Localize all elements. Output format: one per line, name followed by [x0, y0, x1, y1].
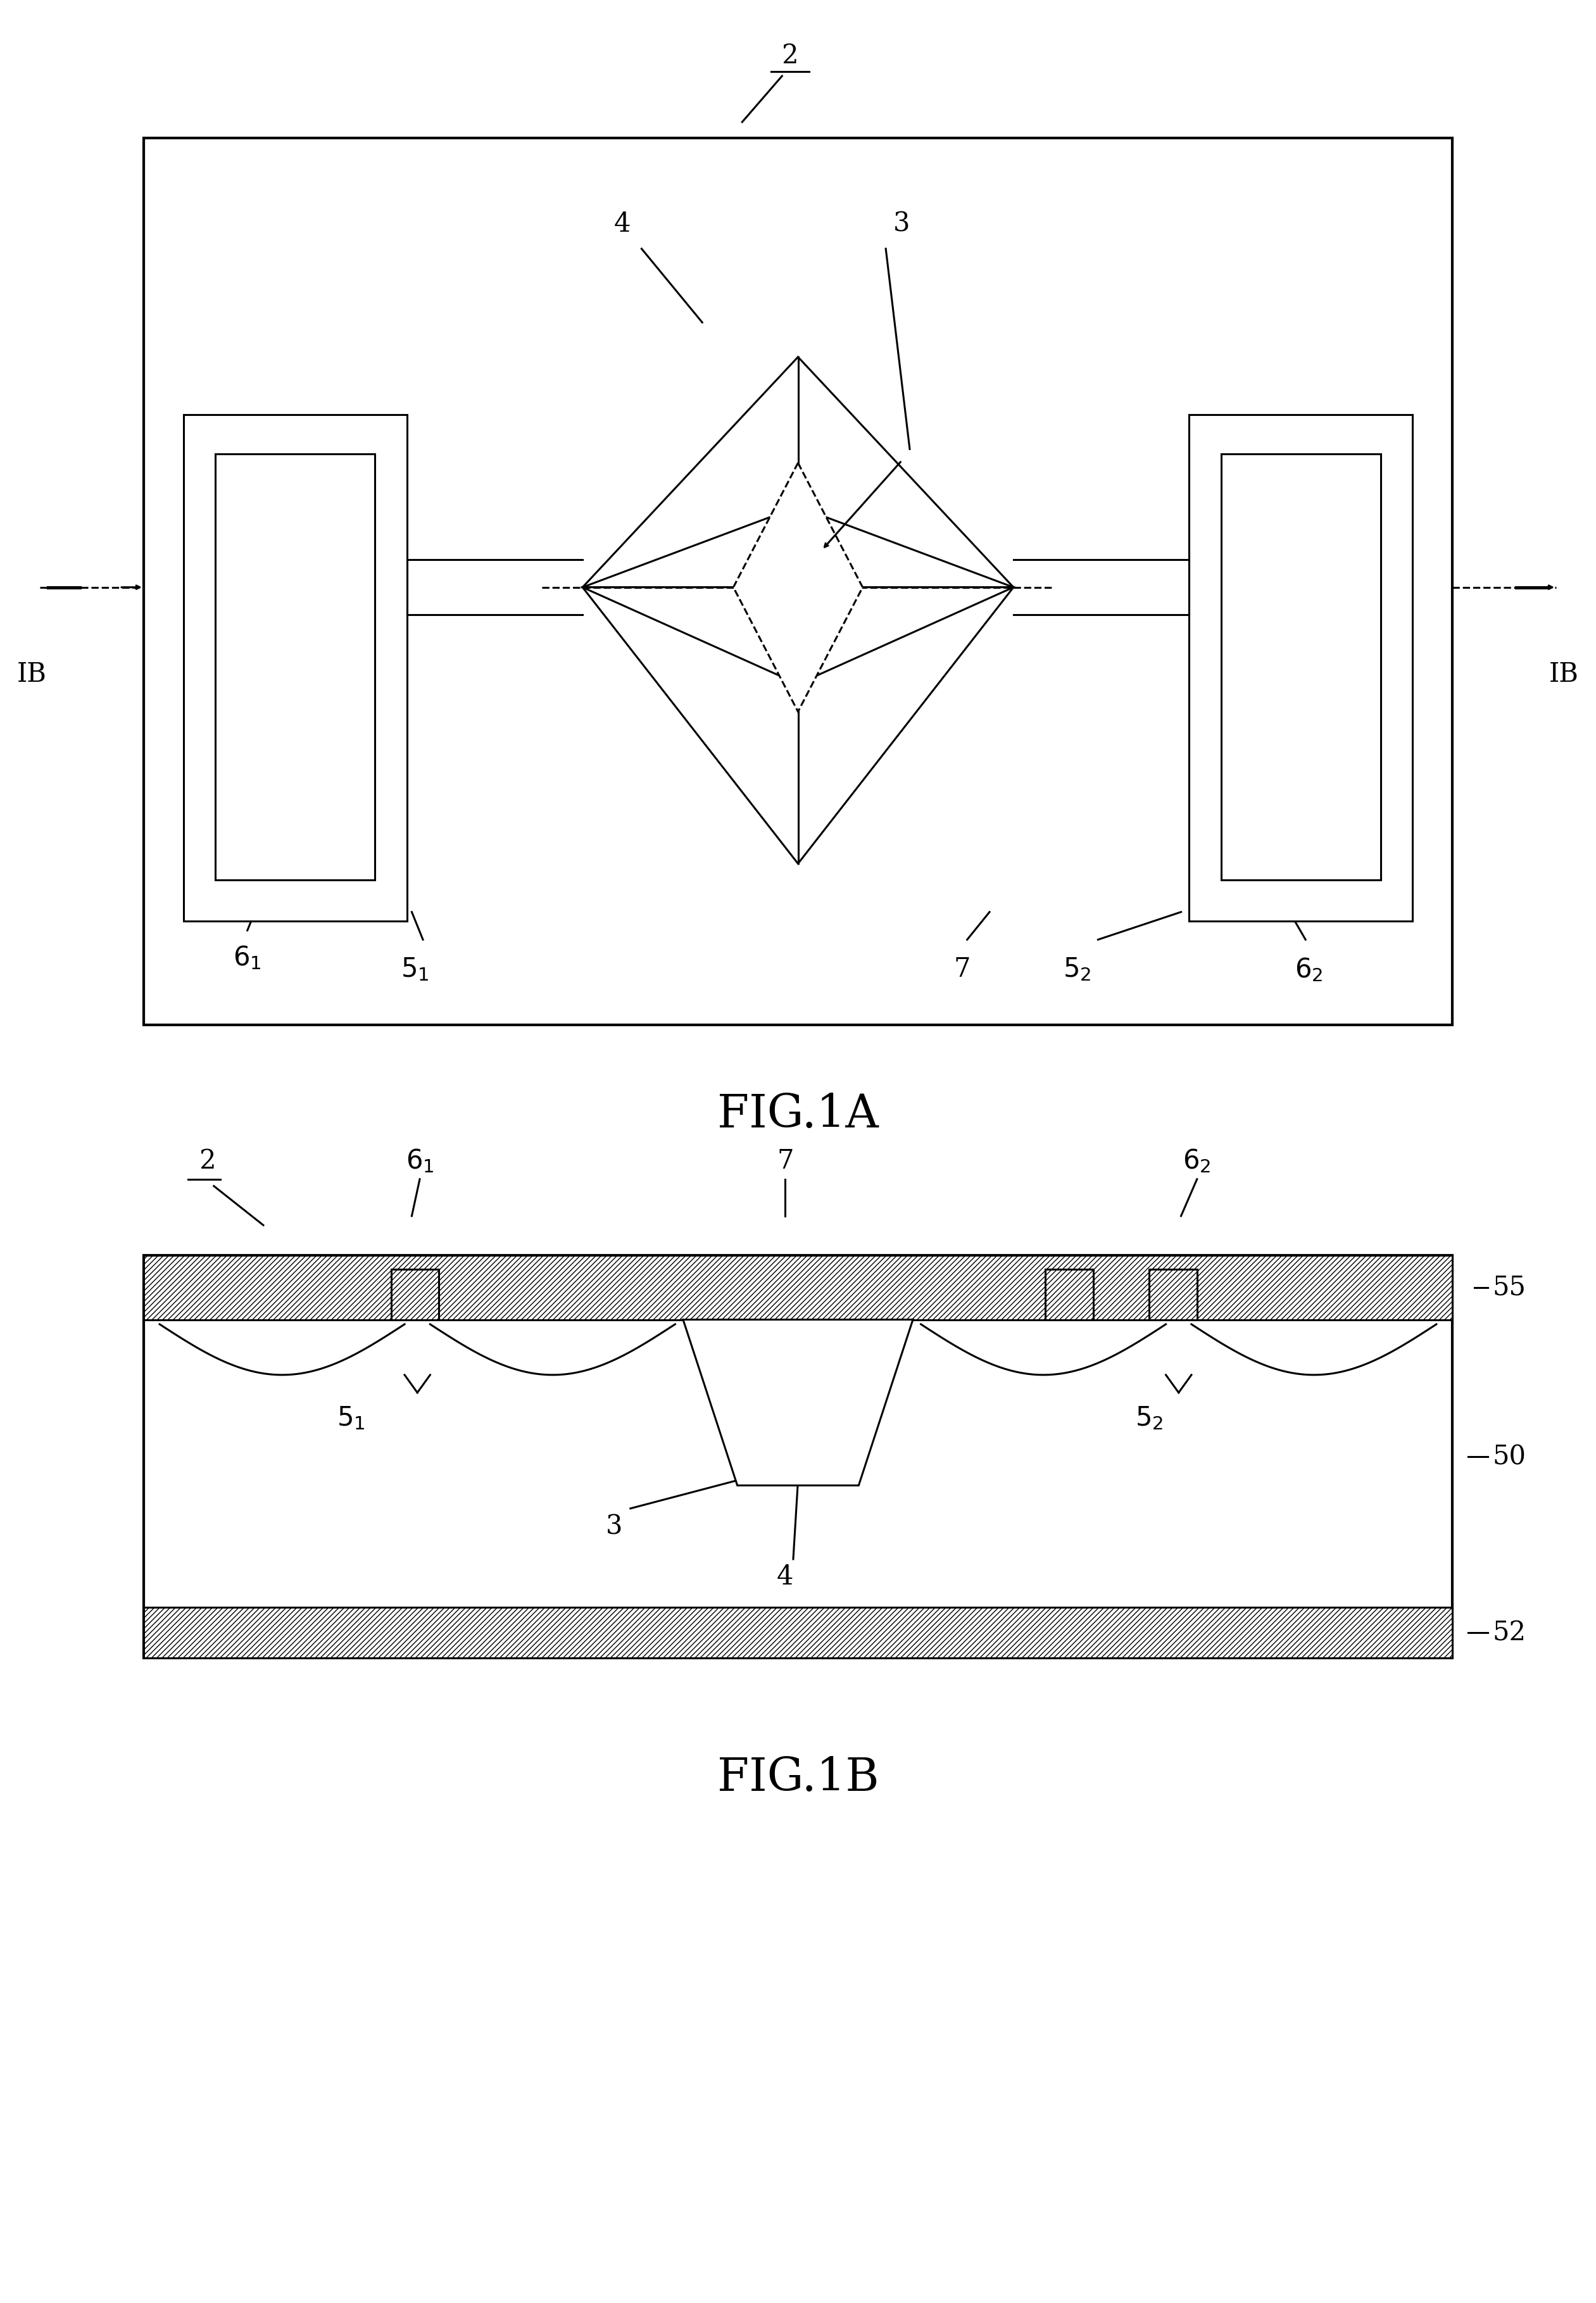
Text: 2: 2: [782, 41, 798, 69]
Text: 55: 55: [1492, 1274, 1526, 1301]
Text: $5_2$: $5_2$: [1063, 956, 1092, 983]
Bar: [215, 454, 375, 880]
Bar: [144, 1255, 1452, 1320]
Text: FIG.1B: FIG.1B: [717, 1755, 879, 1801]
Bar: [391, 1269, 439, 1320]
Bar: [144, 1607, 1452, 1658]
Bar: [144, 138, 1452, 1025]
Polygon shape: [734, 463, 862, 712]
Text: 4: 4: [777, 1564, 793, 1591]
Bar: [1149, 1269, 1197, 1320]
Bar: [1045, 1269, 1093, 1320]
Text: IB: IB: [1550, 661, 1578, 689]
Text: 52: 52: [1492, 1619, 1526, 1647]
Polygon shape: [583, 587, 1013, 864]
Text: 7: 7: [777, 1147, 793, 1175]
Text: FIG.1A: FIG.1A: [717, 1092, 879, 1138]
Text: 4: 4: [614, 210, 630, 237]
Polygon shape: [583, 357, 1013, 587]
Text: $6_2$: $6_2$: [1183, 1147, 1211, 1175]
Text: $5_1$: $5_1$: [401, 956, 429, 983]
Text: $6_1$: $6_1$: [233, 944, 262, 972]
Text: $6_2$: $6_2$: [1294, 956, 1323, 983]
Text: IB: IB: [18, 661, 46, 689]
Text: $6_1$: $6_1$: [405, 1147, 434, 1175]
Text: 50: 50: [1492, 1444, 1526, 1469]
Polygon shape: [683, 1320, 913, 1485]
Text: $5_2$: $5_2$: [1135, 1405, 1163, 1432]
Text: 2: 2: [200, 1147, 215, 1175]
Text: 3: 3: [894, 210, 910, 237]
Bar: [144, 1255, 1452, 1658]
Text: 3: 3: [606, 1513, 622, 1541]
Text: 7: 7: [954, 956, 970, 983]
Bar: [1189, 415, 1412, 921]
Text: $5_1$: $5_1$: [337, 1405, 365, 1432]
Bar: [1221, 454, 1381, 880]
Bar: [184, 415, 407, 921]
